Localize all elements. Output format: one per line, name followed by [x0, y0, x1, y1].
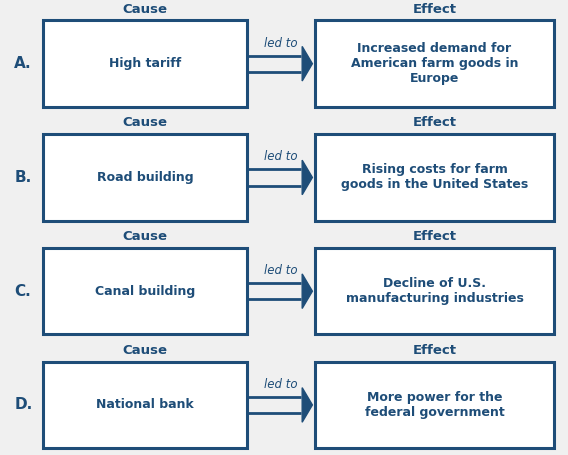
Bar	[315, 20, 554, 107]
Polygon shape	[302, 388, 312, 422]
Bar	[315, 248, 554, 334]
Text: Cause: Cause	[122, 230, 168, 243]
Polygon shape	[302, 274, 312, 308]
Text: Cause: Cause	[122, 344, 168, 357]
Bar	[43, 248, 247, 334]
Text: Effect: Effect	[412, 230, 457, 243]
Text: led to: led to	[264, 37, 298, 50]
Polygon shape	[302, 46, 312, 81]
Text: C.: C.	[14, 284, 31, 298]
Text: led to: led to	[264, 378, 298, 391]
Text: National bank: National bank	[96, 399, 194, 411]
Text: Effect: Effect	[412, 3, 457, 15]
Polygon shape	[302, 160, 312, 195]
Text: D.: D.	[14, 398, 32, 412]
Bar	[315, 362, 554, 448]
Text: Canal building: Canal building	[95, 285, 195, 298]
Bar	[43, 134, 247, 221]
Text: Rising costs for farm
goods in the United States: Rising costs for farm goods in the Unite…	[341, 163, 528, 192]
Bar	[315, 134, 554, 221]
Text: High tariff: High tariff	[108, 57, 181, 70]
Text: led to: led to	[264, 264, 298, 277]
Bar	[43, 20, 247, 107]
Text: A.: A.	[14, 56, 32, 71]
Text: Increased demand for
American farm goods in
Europe: Increased demand for American farm goods…	[351, 42, 518, 85]
Text: More power for the
federal government: More power for the federal government	[365, 391, 504, 419]
Text: Effect: Effect	[412, 116, 457, 129]
Text: Cause: Cause	[122, 3, 168, 15]
Text: B.: B.	[14, 170, 31, 185]
Text: Effect: Effect	[412, 344, 457, 357]
Text: Cause: Cause	[122, 116, 168, 129]
Text: Decline of U.S.
manufacturing industries: Decline of U.S. manufacturing industries	[345, 277, 524, 305]
Text: led to: led to	[264, 151, 298, 163]
Text: Road building: Road building	[97, 171, 193, 184]
Bar	[43, 362, 247, 448]
